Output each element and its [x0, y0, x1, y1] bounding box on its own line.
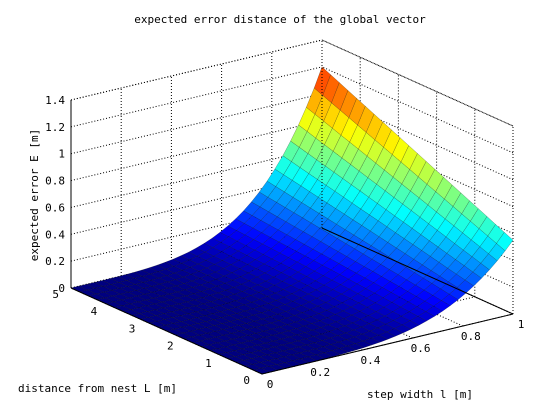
x-tick-label: 0.2 — [310, 366, 330, 379]
axes-box — [70, 39, 514, 375]
x-axis-line — [261, 313, 514, 375]
x-tick-label: 0.6 — [411, 342, 431, 355]
z-tick-label: 0.2 — [45, 255, 65, 268]
box-edge — [70, 39, 323, 101]
back-wall-grid-line — [70, 173, 323, 235]
z-tick-label: 0.6 — [45, 201, 65, 214]
x-axis-label: step width l [m] — [367, 388, 473, 401]
y-axis-label: distance from nest L [m] — [18, 382, 177, 395]
z-tick-label: 0.4 — [45, 228, 65, 241]
back-wall-grid-line — [70, 66, 323, 128]
y-tick-label: 2 — [167, 340, 174, 353]
z-tick-label: 1.2 — [45, 121, 65, 134]
back-wall-grid-line — [70, 120, 323, 182]
side-wall-grid-line — [321, 39, 514, 127]
y-tick-label: 3 — [129, 322, 136, 335]
y-tick-label: 1 — [205, 357, 212, 370]
y-tick-label: 0 — [243, 374, 250, 387]
z-tick-label: 1.4 — [45, 94, 65, 107]
back-wall-grid-line — [70, 93, 323, 155]
surface-layer — [70, 66, 514, 375]
z-axis-label: expected error E [m] — [28, 129, 41, 261]
chart-title: expected error distance of the global ve… — [134, 13, 426, 26]
x-tick-label: 1 — [518, 318, 525, 331]
z-tick-label: 1 — [58, 148, 65, 161]
z-tick-label: 0 — [58, 282, 65, 295]
x-tick-label: 0 — [267, 378, 274, 391]
y-tick-label: 4 — [91, 305, 98, 318]
surface-patch — [496, 232, 514, 252]
back-wall-grid-line — [70, 146, 323, 208]
box-edge — [321, 39, 514, 127]
z-tick-label: 0.8 — [45, 175, 65, 188]
x-tick-label: 0.4 — [360, 354, 380, 367]
y-tick-label: 5 — [52, 288, 59, 301]
back-wall-grid-line — [70, 200, 323, 262]
side-wall-grid-line — [321, 66, 514, 154]
x-tick-label: 0.8 — [461, 330, 481, 343]
box-edge — [321, 227, 514, 315]
y-axis-line — [70, 287, 263, 375]
